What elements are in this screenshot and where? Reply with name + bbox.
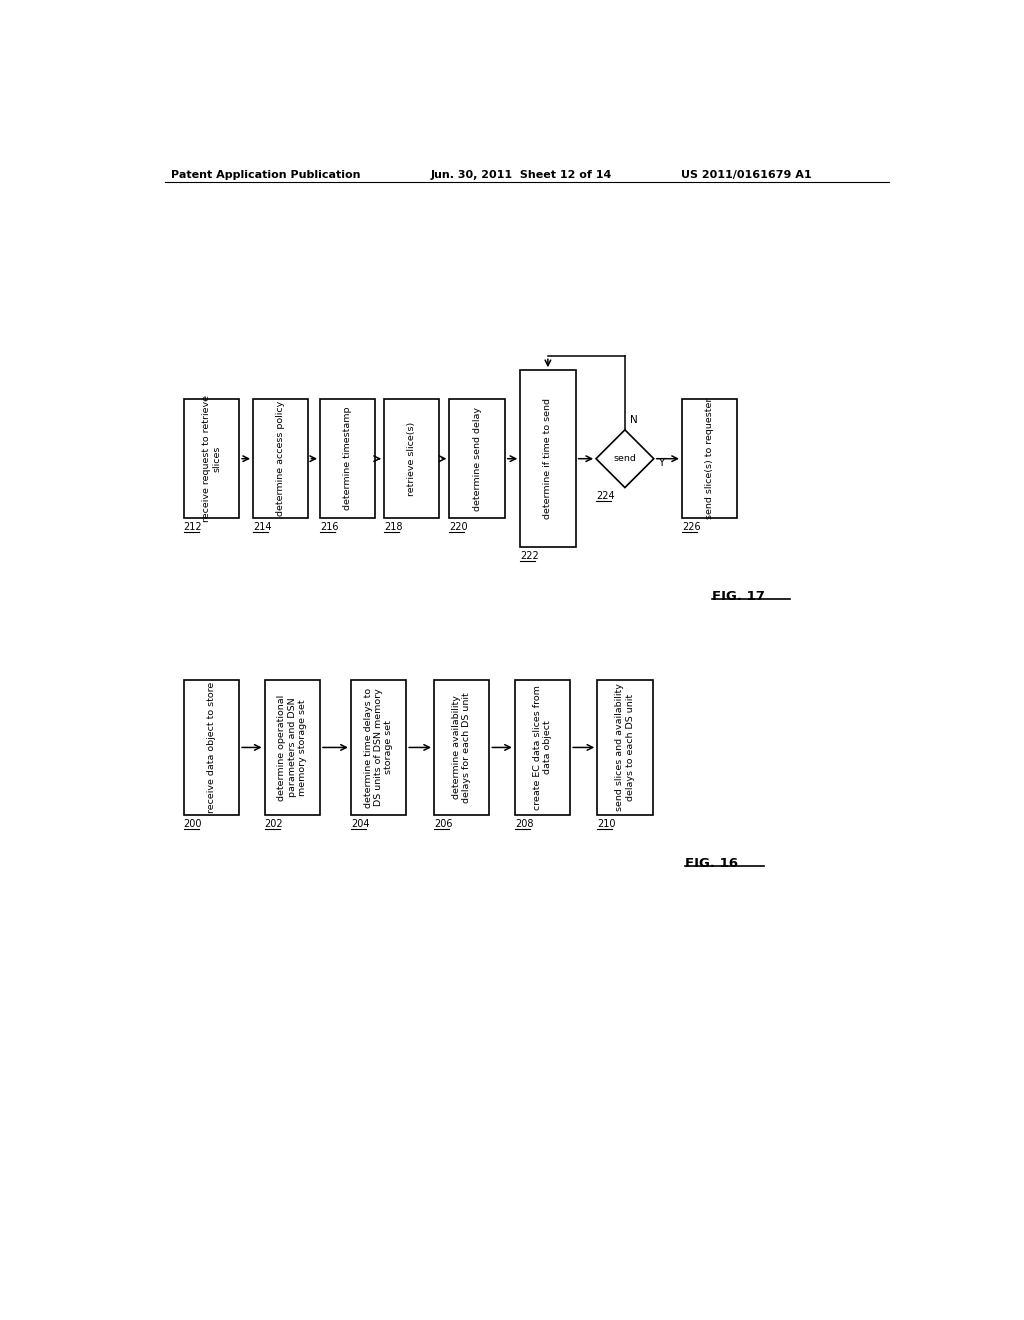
Text: Y: Y bbox=[657, 458, 664, 467]
Text: determine time delays to
DS units of DSN memory
storage set: determine time delays to DS units of DSN… bbox=[364, 688, 393, 808]
Text: 218: 218 bbox=[384, 523, 402, 532]
Text: N: N bbox=[630, 416, 637, 425]
Text: determine if time to send: determine if time to send bbox=[544, 399, 552, 519]
Text: create EC data slices from
data object: create EC data slices from data object bbox=[532, 685, 552, 810]
Text: retrieve slice(s): retrieve slice(s) bbox=[408, 421, 416, 496]
Text: 224: 224 bbox=[596, 491, 614, 502]
Bar bbox=[682, 399, 737, 519]
Bar bbox=[450, 399, 505, 519]
Bar bbox=[264, 680, 319, 814]
Text: 200: 200 bbox=[183, 818, 202, 829]
Bar bbox=[515, 680, 570, 814]
Bar bbox=[520, 370, 575, 548]
Text: 206: 206 bbox=[434, 818, 453, 829]
Text: send: send bbox=[613, 454, 636, 463]
Bar bbox=[253, 399, 308, 519]
Text: FIG. 17: FIG. 17 bbox=[712, 590, 765, 603]
Bar bbox=[384, 399, 439, 519]
Text: 220: 220 bbox=[450, 523, 468, 532]
Text: 208: 208 bbox=[515, 818, 534, 829]
Bar bbox=[351, 680, 407, 814]
Text: 212: 212 bbox=[183, 523, 203, 532]
Bar bbox=[319, 399, 376, 519]
Text: Patent Application Publication: Patent Application Publication bbox=[171, 170, 360, 180]
Text: determine availability
delays for each DS unit: determine availability delays for each D… bbox=[452, 692, 471, 803]
Bar bbox=[597, 680, 652, 814]
Text: 222: 222 bbox=[520, 552, 539, 561]
Text: receive request to retrieve
slices: receive request to retrieve slices bbox=[202, 395, 221, 523]
Text: Jun. 30, 2011  Sheet 12 of 14: Jun. 30, 2011 Sheet 12 of 14 bbox=[431, 170, 612, 180]
Text: determine timestamp: determine timestamp bbox=[343, 407, 352, 511]
Text: send slice(s) to requester: send slice(s) to requester bbox=[706, 399, 714, 519]
Text: send slices and availability
delays to each DS unit: send slices and availability delays to e… bbox=[615, 684, 635, 812]
Bar bbox=[434, 680, 489, 814]
Text: FIG. 16: FIG. 16 bbox=[685, 857, 738, 870]
Text: 214: 214 bbox=[253, 523, 271, 532]
Text: 202: 202 bbox=[264, 818, 284, 829]
Text: 216: 216 bbox=[319, 523, 339, 532]
Text: 204: 204 bbox=[351, 818, 370, 829]
Bar bbox=[183, 399, 240, 519]
Text: determine operational
parameters and DSN
memory storage set: determine operational parameters and DSN… bbox=[278, 694, 307, 800]
Text: US 2011/0161679 A1: US 2011/0161679 A1 bbox=[681, 170, 812, 180]
Polygon shape bbox=[596, 430, 653, 487]
Text: determine access policy: determine access policy bbox=[276, 401, 286, 516]
Text: 226: 226 bbox=[682, 523, 700, 532]
Text: determine send delay: determine send delay bbox=[472, 407, 481, 511]
Bar bbox=[183, 680, 240, 814]
Text: receive data object to store: receive data object to store bbox=[207, 682, 216, 813]
Text: 210: 210 bbox=[597, 818, 615, 829]
